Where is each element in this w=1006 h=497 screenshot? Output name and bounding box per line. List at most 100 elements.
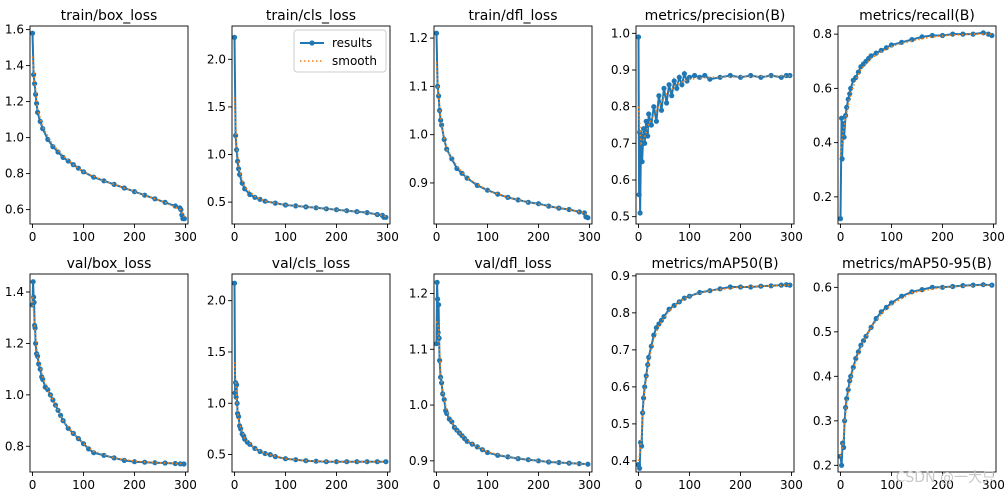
plot-frame <box>433 273 593 473</box>
data-point <box>242 186 248 192</box>
data-point <box>664 100 670 106</box>
plot-frame <box>29 25 189 225</box>
x-tick-label: 200 <box>325 478 348 492</box>
series-line-smooth <box>233 97 387 218</box>
legend-label: results <box>332 36 372 50</box>
data-point <box>181 216 187 222</box>
data-point <box>31 299 37 305</box>
data-point <box>643 118 649 124</box>
data-point <box>639 159 645 165</box>
y-tick-label: 0.5 <box>207 195 226 209</box>
data-point <box>439 122 445 128</box>
data-point <box>671 78 677 84</box>
data-point <box>121 457 127 463</box>
x-tick-label: 300 <box>982 478 1005 492</box>
x-tick-label: 100 <box>274 478 297 492</box>
subplot-title: val/cls_loss <box>272 256 350 272</box>
data-point <box>666 82 672 88</box>
y-tick-label: 0.8 <box>5 439 24 453</box>
data-point <box>658 107 665 113</box>
data-point <box>585 461 591 467</box>
data-point <box>636 34 642 40</box>
data-point <box>444 146 450 152</box>
x-tick-label: 200 <box>527 478 550 492</box>
y-tick-label: 1.2 <box>409 31 428 45</box>
data-point <box>272 454 278 460</box>
data-point <box>839 156 845 162</box>
subplot-title: val/box_loss <box>67 256 152 272</box>
x-tick-label: 300 <box>780 478 803 492</box>
data-point <box>436 93 442 99</box>
data-point <box>80 441 87 447</box>
data-point <box>653 118 660 124</box>
data-point <box>436 302 442 308</box>
x-tick-label: 0 <box>29 478 37 492</box>
data-point <box>32 325 38 331</box>
subplot-7: val/cls_loss 0 100 200 300 0.5 1.0 1.5 2.0 <box>207 256 399 492</box>
data-point <box>55 149 61 155</box>
subplot-10: metrics/mAP50-95(B) 0 100 200 300 0.2 0.3 0.4 0.… <box>813 256 1005 492</box>
data-point <box>778 74 784 80</box>
data-point <box>434 30 440 36</box>
x-tick-label: 0 <box>29 230 37 244</box>
data-point <box>556 459 562 466</box>
x-tick-label: 0 <box>837 478 845 492</box>
data-point <box>535 458 542 464</box>
data-point <box>172 460 178 467</box>
y-tick-label: 1.0 <box>5 388 24 402</box>
data-point <box>515 197 521 203</box>
subplot-title: train/box_loss <box>61 8 158 24</box>
data-point <box>525 199 531 205</box>
data-point <box>643 373 649 379</box>
plot-frame <box>837 25 997 225</box>
data-point <box>162 199 168 205</box>
y-tick-label: 0.9 <box>611 63 630 77</box>
x-tick-label: 0 <box>433 478 441 492</box>
data-point <box>686 74 693 80</box>
data-point <box>950 283 956 290</box>
plot-frame <box>29 273 189 473</box>
subplot-title: metrics/mAP50(B) <box>651 256 778 272</box>
data-point <box>666 306 672 312</box>
y-tick-label: 0.6 <box>813 280 832 294</box>
data-point <box>435 296 441 302</box>
data-point <box>236 414 242 420</box>
data-point <box>674 85 680 91</box>
data-point <box>661 314 667 320</box>
y-tick-label: 0.6 <box>813 81 832 95</box>
data-point <box>313 205 319 211</box>
data-point <box>863 333 869 339</box>
data-point <box>237 171 243 178</box>
plot-frame <box>635 25 795 225</box>
data-point <box>929 284 935 290</box>
y-tick-label: 0.7 <box>611 343 630 357</box>
data-point <box>30 294 37 300</box>
data-point <box>293 203 299 209</box>
x-tick-label: 300 <box>578 230 601 244</box>
series-line-results <box>31 33 185 220</box>
data-point <box>30 72 37 78</box>
data-point <box>282 456 289 462</box>
series-line-smooth <box>233 362 386 463</box>
data-point <box>525 457 531 463</box>
y-tick-label: 0.5 <box>813 325 832 339</box>
data-point <box>702 72 708 79</box>
series-line-results <box>637 36 790 214</box>
data-point <box>645 133 651 139</box>
subplot-title: metrics/mAP50-95(B) <box>842 256 992 272</box>
x-tick-label: 300 <box>376 478 399 492</box>
legend-label: smooth <box>332 54 377 68</box>
x-tick-label: 100 <box>476 230 499 244</box>
x-tick-label: 200 <box>729 230 752 244</box>
y-tick-label: 1.2 <box>5 336 24 350</box>
series-line-results <box>637 283 791 469</box>
data-point <box>642 384 648 390</box>
y-tick-label: 1.4 <box>5 285 24 299</box>
data-point <box>840 121 846 127</box>
subplot-title: train/dfl_loss <box>468 8 557 24</box>
y-tick-label: 0.5 <box>611 210 630 224</box>
data-point <box>707 76 713 82</box>
data-point <box>681 71 688 77</box>
data-point <box>840 440 846 446</box>
data-point <box>454 165 460 172</box>
